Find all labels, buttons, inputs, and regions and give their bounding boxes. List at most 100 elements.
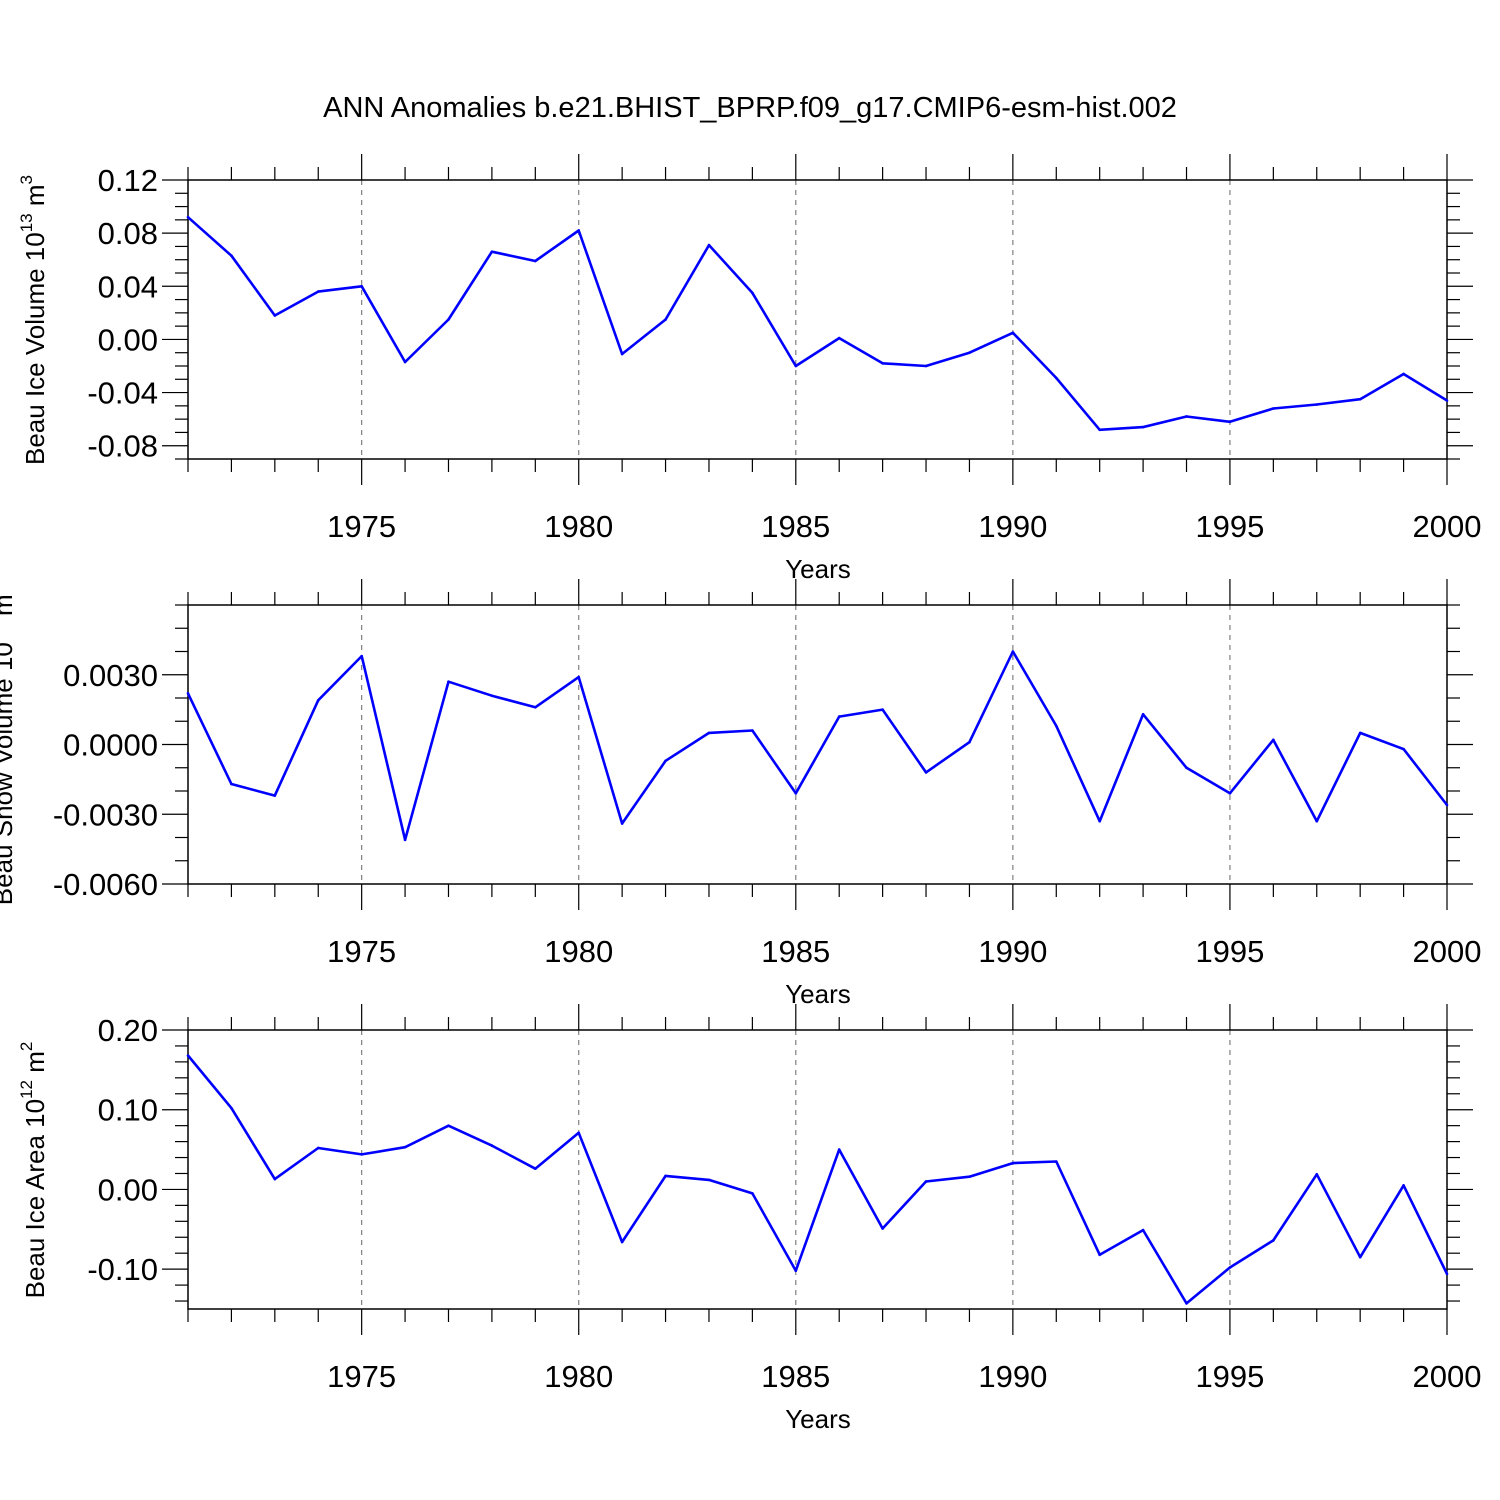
data-point — [1358, 1255, 1362, 1259]
y-axis-label-unit: m — [20, 184, 50, 206]
data-point — [1185, 1302, 1188, 1305]
data-point — [1228, 420, 1232, 424]
y-tick-label: 0.12 — [98, 163, 158, 198]
data-point — [316, 699, 320, 702]
data-point — [620, 1240, 624, 1244]
data-point — [360, 654, 363, 658]
y-axis-label-unit-exponent: 3 — [17, 175, 36, 184]
data-point — [273, 794, 277, 797]
data-point — [403, 360, 407, 364]
data-point — [664, 759, 667, 763]
plot-frame — [187, 604, 1448, 885]
data-point — [1141, 425, 1145, 429]
x-tick-label: 2000 — [1413, 934, 1482, 969]
data-point — [273, 314, 277, 317]
data-point — [1402, 747, 1405, 751]
data-point — [1054, 724, 1058, 728]
x-tick-label: 1990 — [978, 509, 1047, 544]
x-tick-label: 1980 — [544, 934, 613, 969]
data-point — [924, 364, 928, 368]
data-point — [1011, 650, 1015, 653]
data-point — [1185, 415, 1188, 418]
data-point — [1358, 731, 1362, 735]
panel-3: Beau Ice Area 1012 m2 Years 0.20 0.10 0.00… — [17, 1004, 1481, 1434]
y-tick-label: 0.0030 — [63, 658, 158, 693]
x-tick-label: 1975 — [327, 1359, 396, 1394]
x-tick-label: 1975 — [327, 934, 396, 969]
y-tick-label: -0.04 — [87, 376, 158, 411]
y-axis-label-main: Beau Ice Area 10 — [20, 1099, 50, 1298]
y-tick-label: 0.04 — [98, 269, 158, 304]
data-point — [403, 838, 407, 842]
y-axis-label-exponent: 13 — [0, 623, 4, 642]
data-point — [316, 290, 320, 293]
x-axis-label: Years — [785, 554, 851, 584]
y-tick-label: -0.0060 — [53, 867, 158, 902]
x-tick-label: 1990 — [978, 1359, 1047, 1394]
data-point — [1315, 403, 1319, 406]
data-point — [1098, 1253, 1101, 1257]
data-point — [403, 1145, 407, 1149]
y-tick-label: -0.10 — [87, 1252, 158, 1287]
x-tick-label: 1985 — [761, 1359, 830, 1394]
data-point — [360, 284, 363, 288]
x-tick-label: 1985 — [761, 509, 830, 544]
data-point — [1228, 792, 1232, 795]
data-point — [968, 351, 971, 355]
data-point — [577, 675, 581, 679]
data-point — [664, 318, 667, 321]
data-point — [186, 1054, 190, 1057]
x-axis-label: Years — [785, 979, 851, 1009]
panel-2: Beau Snow Volume 1013 m3 Years 0.0030 0.0… — [0, 579, 1481, 1009]
plot-frame — [187, 179, 1448, 460]
data-point — [230, 782, 233, 786]
data-point — [881, 362, 884, 365]
data-point — [794, 792, 798, 795]
series-line — [186, 650, 1449, 842]
data-point — [577, 1131, 581, 1135]
x-tick-label: 1980 — [544, 509, 613, 544]
x-tick-label: 2000 — [1413, 509, 1482, 544]
data-point — [1358, 397, 1362, 401]
data-point — [447, 1124, 450, 1127]
x-tick-label: 1995 — [1195, 934, 1264, 969]
data-point — [230, 254, 233, 258]
data-point — [316, 1146, 320, 1150]
data-point — [751, 729, 754, 732]
y-axis-label: Beau Snow Volume 1013 m3 — [0, 585, 18, 905]
data-point — [1185, 766, 1188, 770]
y-axis-label-main: Beau Ice Volume 10 — [20, 232, 50, 465]
x-tick-label: 1995 — [1195, 1359, 1264, 1394]
y-axis-label-exponent: 12 — [17, 1080, 36, 1099]
figure-title: ANN Anomalies b.e21.BHIST_BPRP.f09_g17.C… — [323, 92, 1177, 124]
data-point — [837, 715, 841, 718]
plot-frame — [187, 1029, 1448, 1310]
data-point — [186, 692, 190, 695]
data-point — [1402, 1184, 1405, 1187]
data-point — [707, 1178, 711, 1182]
y-tick-label: 0.00 — [98, 1172, 158, 1207]
data-point — [794, 1269, 798, 1273]
data-point — [273, 1177, 277, 1181]
data-point — [1011, 331, 1015, 335]
data-point — [707, 243, 711, 247]
y-tick-label: 0.0000 — [63, 728, 158, 763]
y-tick-label: 0.08 — [98, 216, 158, 251]
x-tick-label: 2000 — [1413, 1359, 1482, 1394]
y-tick-label: -0.0030 — [53, 797, 158, 832]
x-tick-label: 1975 — [327, 509, 396, 544]
y-axis-label-unit-exponent: 2 — [17, 1042, 36, 1051]
data-point — [751, 291, 754, 295]
x-tick-label: 1990 — [978, 934, 1047, 969]
data-point — [1141, 712, 1145, 716]
data-point — [794, 364, 798, 368]
data-point — [881, 708, 884, 711]
y-axis-label-unit-exponent: 3 — [0, 585, 4, 594]
y-tick-label: 0.10 — [98, 1093, 158, 1128]
data-point — [1445, 1272, 1449, 1276]
x-tick-label: 1985 — [761, 934, 830, 969]
data-point — [490, 694, 494, 697]
data-point — [447, 680, 450, 684]
data-point — [1315, 1172, 1319, 1176]
